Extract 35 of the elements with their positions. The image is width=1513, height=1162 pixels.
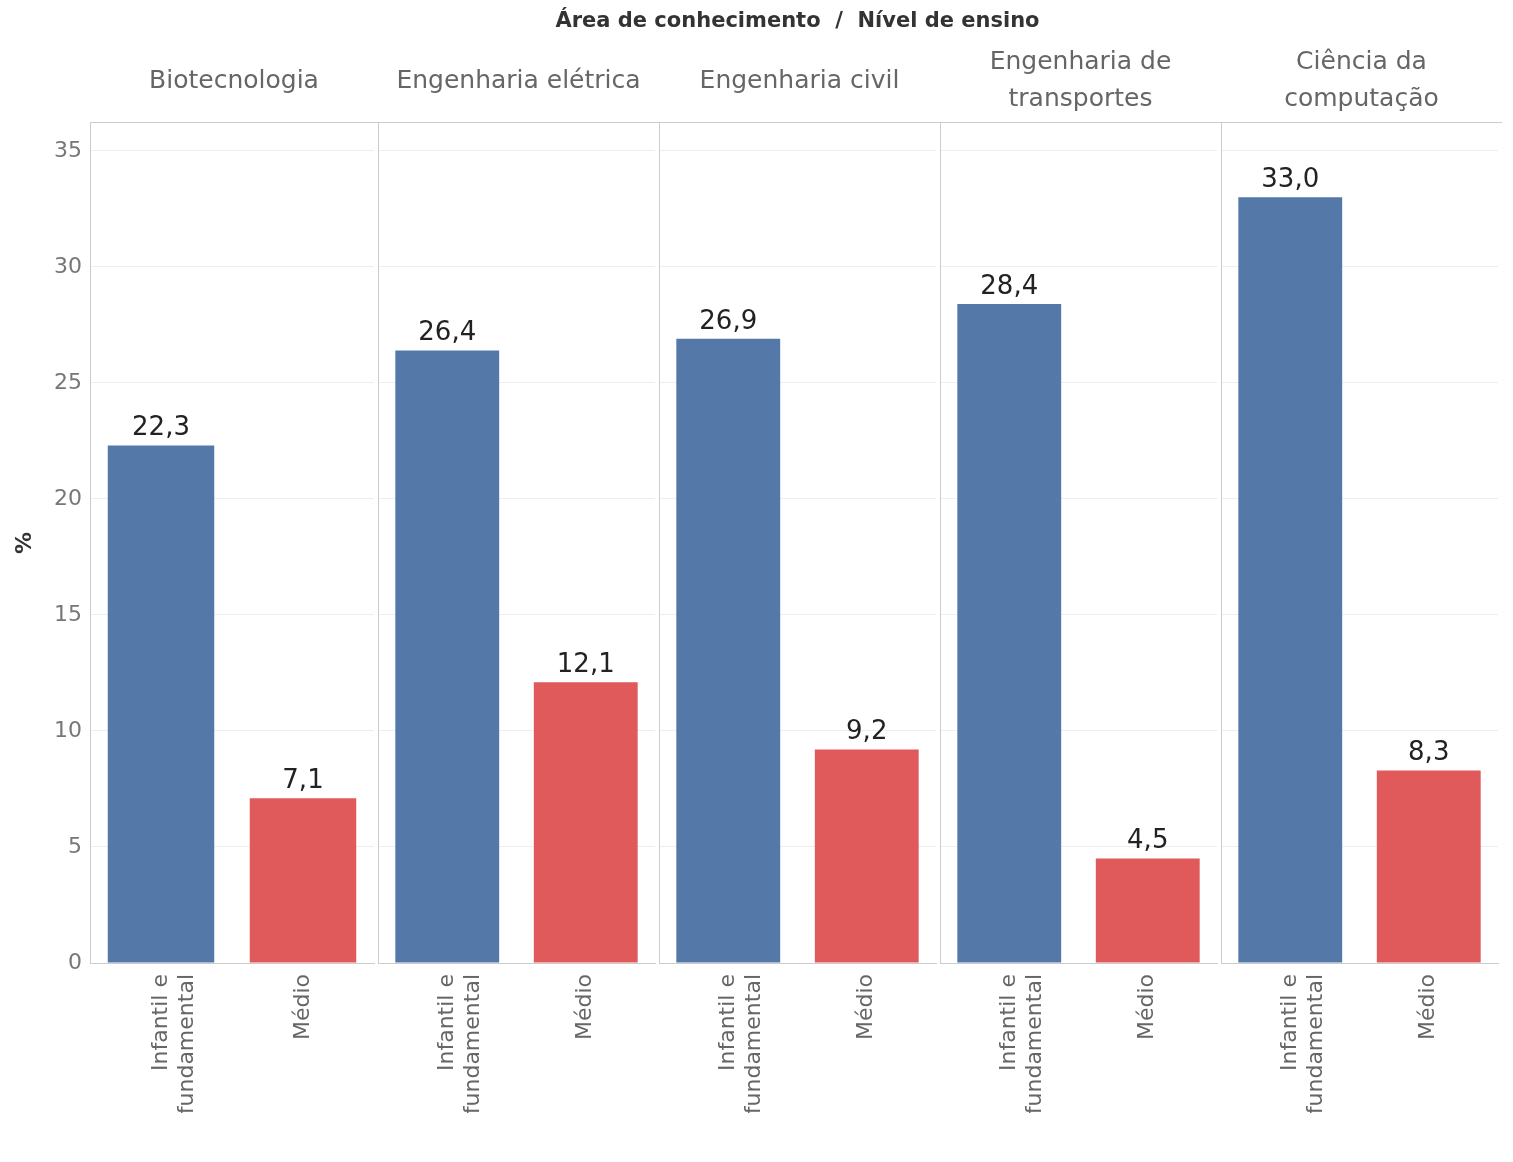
data-label: 26,9 bbox=[699, 304, 758, 335]
chart-title: Ciência da computação bbox=[1284, 45, 1439, 114]
x-tick-label: Médio bbox=[1414, 974, 1440, 1041]
x-tick-label: Infantil e fundamental bbox=[146, 974, 199, 1115]
data-label: 4,5 bbox=[1127, 824, 1169, 855]
y-tick-label: 20 bbox=[54, 484, 82, 510]
x-tick-label: Infantil e fundamental bbox=[713, 974, 766, 1115]
y-tick-label: 35 bbox=[54, 136, 82, 162]
x-tick-label: Infantil e fundamental bbox=[1275, 974, 1328, 1115]
x-tick-label: Médio bbox=[288, 974, 314, 1041]
data-label: 28,4 bbox=[980, 269, 1039, 300]
chart-title: Engenharia civil bbox=[699, 63, 900, 96]
y-tick-label: 10 bbox=[54, 716, 82, 742]
text: Área de conhecimento / Nível de ensino bbox=[554, 8, 1041, 34]
x-tick-label: Médio bbox=[571, 974, 597, 1041]
y-tick-label: 25 bbox=[54, 368, 82, 394]
data-label: 7,1 bbox=[282, 764, 324, 794]
data-label: 26,4 bbox=[418, 316, 477, 347]
y-tick-label: 30 bbox=[54, 252, 82, 278]
data-label: 9,2 bbox=[846, 715, 888, 746]
y-axis-title: % bbox=[10, 531, 36, 555]
data-label: 8,3 bbox=[1408, 736, 1450, 767]
x-tick-label: Médio bbox=[1133, 974, 1159, 1041]
x-tick-label: Infantil e fundamental bbox=[994, 974, 1047, 1115]
chart-title: Engenharia elétrica bbox=[396, 63, 641, 96]
y-tick-label: 5 bbox=[68, 832, 82, 858]
data-label: 12,1 bbox=[556, 647, 615, 678]
x-tick-label: Médio bbox=[852, 974, 878, 1041]
x-tick-label: Infantil e fundamental bbox=[432, 974, 485, 1115]
data-label: 22,3 bbox=[132, 411, 190, 442]
y-tick-label: 15 bbox=[54, 600, 82, 626]
data-label: 33,0 bbox=[1261, 163, 1320, 193]
chart-title: Biotecnologia bbox=[149, 63, 319, 96]
chart-title: Engenharia de transportes bbox=[989, 45, 1172, 114]
y-tick-label: 0 bbox=[68, 948, 82, 974]
